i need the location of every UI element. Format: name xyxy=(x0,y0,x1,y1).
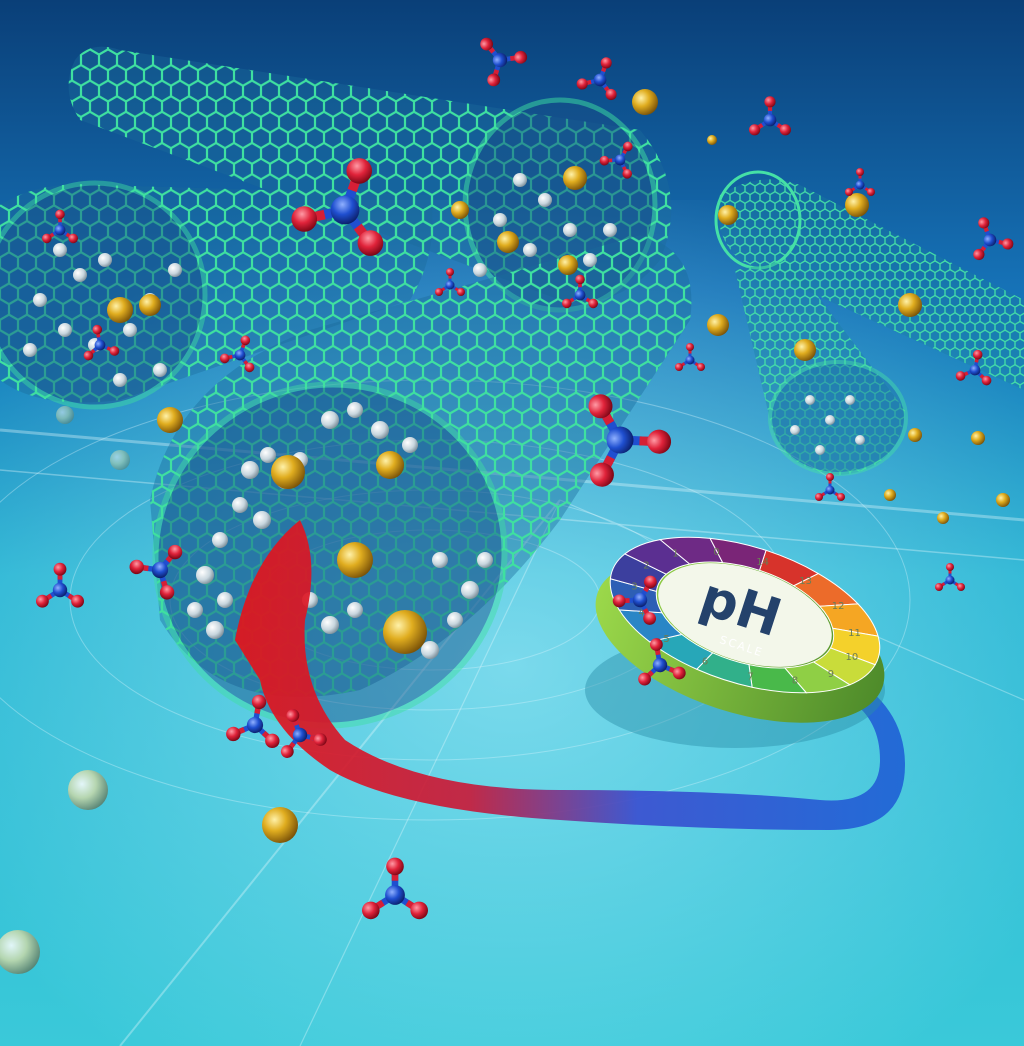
nitrate-molecule xyxy=(36,562,84,608)
ph-number: 13 xyxy=(799,576,812,587)
ph-number: 0 xyxy=(713,547,719,558)
nitrate-molecule xyxy=(362,857,428,920)
gold-nanoparticle xyxy=(558,255,578,275)
gold-nanoparticle xyxy=(563,166,587,190)
nitrate-molecule xyxy=(749,96,791,136)
gold-nanoparticle xyxy=(937,512,949,524)
nitrate-molecule xyxy=(973,217,1014,261)
gold-nanoparticle xyxy=(707,314,729,336)
ph-number: 4 xyxy=(638,607,644,618)
nitrate-molecule xyxy=(562,274,598,309)
gold-nanoparticle xyxy=(107,297,133,323)
nitrate-molecule xyxy=(480,37,528,87)
gold-nanoparticle xyxy=(971,431,985,445)
gold-nanoparticle xyxy=(718,205,738,225)
ph-number: 12 xyxy=(832,601,845,612)
nitrate-molecule xyxy=(129,544,183,600)
nitrate-molecule xyxy=(219,335,255,373)
ph-number: 7 xyxy=(747,671,753,682)
gold-nanoparticle xyxy=(898,293,922,317)
ph-color-segment xyxy=(709,537,767,571)
gold-nanoparticle xyxy=(271,455,305,489)
gold-nanoparticle xyxy=(497,231,519,253)
nitrate-molecule xyxy=(638,638,686,686)
gold-nanoparticle xyxy=(707,135,717,145)
gold-nanoparticle xyxy=(451,201,469,219)
gold-nanoparticles xyxy=(107,89,1010,843)
ph-number: 6 xyxy=(702,657,708,668)
nitrate-molecule xyxy=(845,168,875,196)
nitrate-molecule xyxy=(612,575,657,625)
nitrate-molecule xyxy=(435,268,465,296)
ph-number: 8 xyxy=(792,676,798,687)
gold-nanoparticle xyxy=(139,294,161,316)
nitrate-molecule xyxy=(815,473,845,501)
gold-nanoparticle xyxy=(996,493,1010,507)
gold-nanoparticle xyxy=(157,407,183,433)
nitrate-molecule xyxy=(280,709,327,758)
nitrate-molecule xyxy=(588,394,672,487)
gold-nanoparticle xyxy=(337,542,373,578)
ph-number: 2 xyxy=(643,561,649,572)
nitrate-molecule xyxy=(599,141,633,179)
ph-number: 5 xyxy=(663,634,669,645)
gold-nanoparticle xyxy=(262,807,298,843)
gold-nanoparticle xyxy=(794,339,816,361)
ph-number: 9 xyxy=(828,669,834,680)
gold-nanoparticle xyxy=(383,610,427,654)
ph-number: 3 xyxy=(631,581,637,592)
nitrate-molecule xyxy=(83,324,120,361)
gold-nanoparticle xyxy=(845,193,869,217)
nitrate-molecule xyxy=(226,694,280,749)
ph-color-ring xyxy=(609,536,881,694)
gold-nanoparticle xyxy=(884,489,896,501)
nitrate-molecule xyxy=(675,343,705,371)
nitrate-molecule xyxy=(42,209,78,244)
nitrate-molecule xyxy=(935,563,965,591)
signal-ribbon xyxy=(235,520,905,830)
ph-number: 10 xyxy=(846,652,859,663)
nitrate-molecules xyxy=(36,37,1014,920)
floating-bubbles xyxy=(0,406,130,974)
nitrate-molecule xyxy=(955,349,992,386)
nitrate-molecule xyxy=(576,57,617,101)
gold-nanoparticle xyxy=(908,428,922,442)
nitrate-molecule xyxy=(291,158,384,256)
ph-number: 1 xyxy=(672,548,678,559)
ph-number: 11 xyxy=(848,628,861,639)
gold-nanoparticle xyxy=(632,89,658,115)
gold-nanoparticle xyxy=(376,451,404,479)
ph-number: 14 xyxy=(756,557,769,568)
nanotube-middle-right xyxy=(735,260,908,476)
